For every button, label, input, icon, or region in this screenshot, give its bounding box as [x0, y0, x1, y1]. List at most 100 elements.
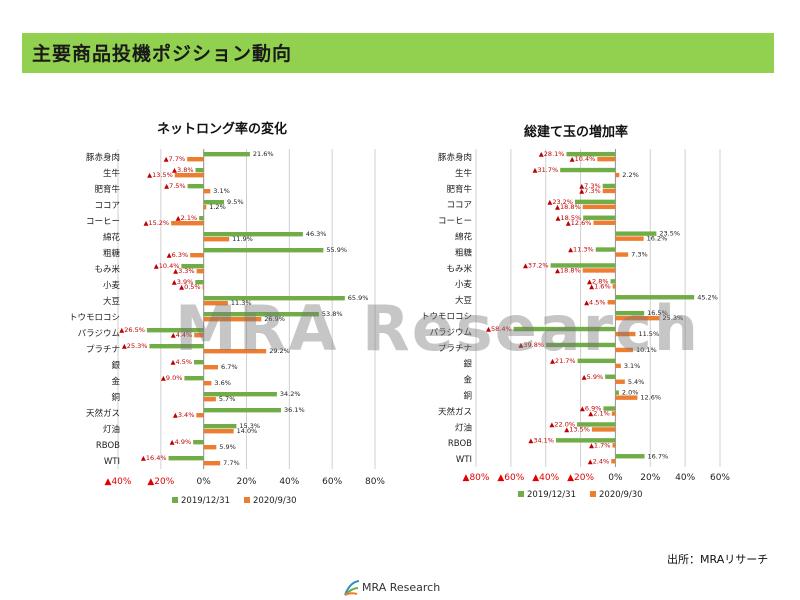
bar-2020 — [593, 220, 616, 225]
data-label: ▲3.4% — [173, 411, 195, 419]
data-label: 14.0% — [237, 427, 258, 435]
data-label: ▲23.2% — [547, 198, 573, 206]
bar-2020 — [203, 445, 217, 450]
data-label: ▲6.3% — [167, 251, 189, 259]
category-label: ココア — [94, 201, 120, 211]
bar-2020 — [203, 317, 262, 322]
bar-2020 — [607, 300, 616, 305]
tick-label: 20% — [640, 473, 660, 483]
logo: MRA Research — [342, 578, 462, 598]
data-label: ▲18.8% — [555, 203, 581, 211]
bar-2019 — [195, 280, 204, 285]
bar-2020 — [612, 443, 616, 448]
tick-label: 60% — [710, 473, 730, 483]
bar-2020 — [615, 363, 621, 369]
data-label: ▲4.5% — [584, 298, 606, 306]
bar-2020 — [202, 285, 204, 290]
bar-2020 — [196, 269, 204, 274]
tick-label: 60% — [322, 477, 342, 487]
bar-2020 — [203, 397, 216, 402]
data-label: 3.1% — [624, 362, 641, 370]
legend-swatch — [518, 491, 524, 497]
bar-2020 — [196, 413, 204, 418]
bar-2019 — [168, 456, 204, 461]
tick-label: ▲40% — [105, 477, 132, 487]
legend-swatch — [172, 497, 178, 503]
tick-label: 0% — [197, 477, 212, 487]
category-label: 天然ガス — [86, 408, 120, 419]
data-label: ▲2.1% — [176, 214, 198, 222]
bar-2019 — [194, 360, 204, 365]
data-label: ▲10.4% — [154, 262, 180, 270]
bar-2020 — [203, 301, 228, 306]
tick-label: 40% — [279, 477, 299, 487]
bar-2019 — [615, 390, 619, 395]
bar-2019 — [195, 168, 204, 173]
category-label: パラジウム — [430, 328, 472, 338]
data-label: ▲39.8% — [518, 341, 544, 349]
bar-2020 — [203, 381, 212, 386]
data-label: 10.1% — [636, 346, 657, 354]
legend-label: 2019/12/31 — [181, 496, 230, 506]
watermark: MRA Research — [175, 292, 701, 365]
data-label: ▲4.9% — [170, 438, 192, 446]
page-title: 主要商品投機ポジション動向 — [32, 43, 293, 65]
bar-2019 — [610, 279, 616, 284]
bar-2020 — [615, 252, 629, 257]
data-label: 21.6% — [253, 150, 274, 158]
bar-2020 — [171, 221, 204, 226]
data-label: ▲0.5% — [179, 283, 201, 291]
data-label: 5.4% — [628, 378, 645, 386]
data-label: ▲21.7% — [550, 357, 576, 365]
data-label: ▲2.8% — [587, 277, 609, 285]
data-label: 45.2% — [697, 293, 718, 301]
category-label: WTI — [456, 455, 472, 465]
bar-2019 — [203, 392, 277, 397]
tick-label: ▲80% — [463, 473, 490, 483]
bar-2019 — [199, 216, 204, 221]
data-label: 15.3% — [239, 422, 260, 430]
data-label: 7.3% — [631, 251, 648, 259]
data-label: 23.5% — [659, 230, 680, 238]
bar-2019 — [595, 247, 616, 252]
bar-2020 — [203, 461, 221, 466]
data-label: ▲1.7% — [589, 441, 611, 449]
bar-2020 — [582, 204, 616, 210]
bar-2020 — [615, 331, 636, 337]
category-label: プラチナ — [86, 345, 120, 355]
bar-2020 — [203, 205, 207, 210]
header-bar: 主要商品投機ポジション動向 — [22, 33, 774, 73]
category-label: 生牛 — [455, 168, 473, 179]
data-label: ▲6.9% — [580, 405, 602, 413]
category-label: パラジウム — [78, 329, 120, 339]
bar-2020 — [174, 173, 204, 178]
bar-2019 — [615, 454, 645, 459]
bar-2020 — [615, 395, 638, 400]
bar-2019 — [583, 215, 616, 220]
category-label: もみ米 — [94, 264, 120, 275]
category-label: トウモロコシ — [69, 313, 120, 323]
category-label: コーヒー — [86, 217, 120, 227]
data-label: ▲3.3% — [173, 267, 195, 275]
bar-2019 — [203, 296, 345, 301]
data-label: ▲25.3% — [122, 342, 148, 350]
tick-label: 0% — [608, 473, 623, 483]
data-label: 6.7% — [221, 363, 238, 371]
bar-2020 — [203, 189, 211, 194]
bar-2019 — [555, 438, 616, 443]
data-label: 25.3% — [663, 314, 684, 322]
bar-2020 — [591, 427, 616, 432]
bar-2019 — [149, 344, 204, 349]
bar-2020 — [602, 188, 616, 194]
bar-2019 — [203, 408, 281, 413]
bar-2019 — [602, 183, 616, 189]
data-label: 12.6% — [640, 394, 661, 402]
legend-label: 2020/9/30 — [253, 496, 297, 506]
category-label: 銀 — [463, 359, 472, 370]
data-label: ▲10.4% — [570, 155, 596, 163]
category-label: 豚赤身肉 — [438, 152, 472, 163]
category-label: 肥育牛 — [94, 184, 120, 195]
data-label: ▲18.5% — [556, 214, 582, 222]
bar-2019 — [184, 376, 204, 381]
data-label: ▲26.5% — [119, 326, 145, 334]
